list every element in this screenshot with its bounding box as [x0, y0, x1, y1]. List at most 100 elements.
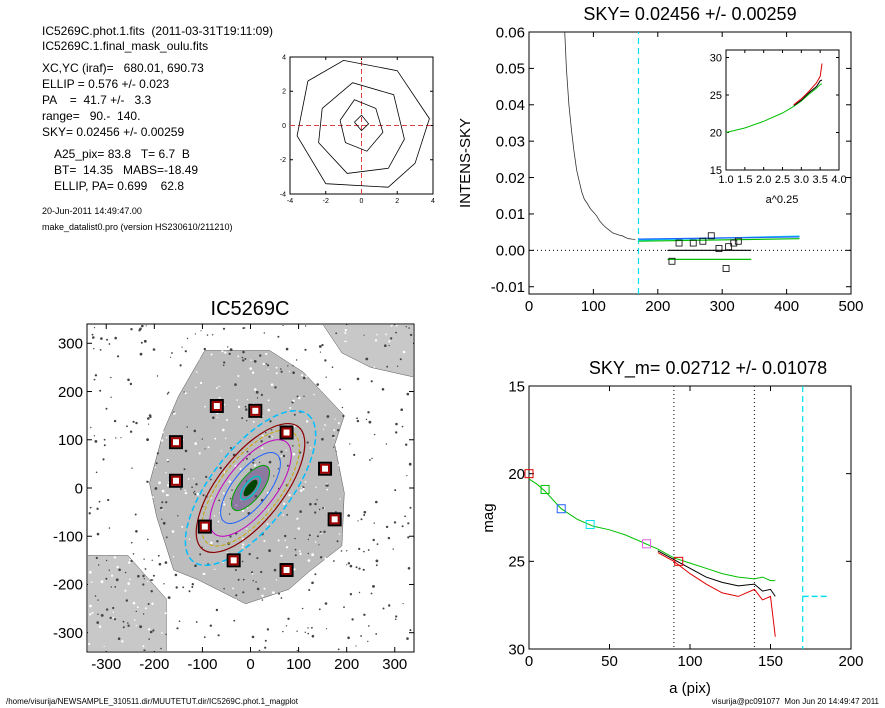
x-tick-label: -4 — [287, 198, 293, 205]
noise-speckle — [400, 408, 404, 412]
plot-frame — [725, 49, 840, 171]
isophote-ellipse — [209, 439, 292, 537]
noise-speckle — [265, 352, 268, 356]
noise-speckle — [188, 590, 191, 593]
intensity-profile-line — [564, 32, 636, 240]
noise-speckle — [318, 608, 321, 611]
noise-speckle — [101, 392, 104, 395]
x-tick-label: 100 — [286, 656, 311, 673]
noise-speckle — [407, 522, 410, 525]
y-tick-label: 0.06 — [496, 24, 525, 41]
noise-speckle — [150, 590, 153, 593]
noise-speckle — [315, 486, 317, 488]
noise-speckle — [216, 540, 219, 543]
noise-speckle — [194, 564, 197, 568]
noise-speckle — [249, 367, 252, 370]
noise-speckle — [147, 417, 150, 420]
noise-speckle — [111, 574, 114, 577]
noise-speckle — [95, 556, 98, 560]
noise-speckle — [373, 474, 376, 477]
noise-speckle — [273, 475, 275, 477]
noise-speckle — [201, 546, 203, 548]
noise-speckle — [294, 554, 297, 557]
noise-speckle — [228, 513, 231, 515]
noise-speckle — [96, 459, 98, 461]
noise-speckle — [251, 572, 254, 575]
noise-speckle — [88, 465, 91, 468]
noise-speckle — [337, 563, 341, 567]
noise-speckle — [197, 358, 200, 361]
noise-speckle — [368, 420, 372, 424]
noise-speckle — [173, 411, 175, 413]
noise-speckle — [164, 612, 167, 615]
noise-speckle — [170, 356, 172, 358]
noise-speckle — [103, 515, 107, 519]
noise-speckle — [377, 403, 380, 406]
noise-speckle — [251, 371, 255, 374]
noise-speckle — [127, 582, 130, 585]
noise-speckle — [199, 553, 202, 556]
noise-speckle — [363, 550, 365, 553]
noise-speckle — [341, 610, 344, 612]
noise-speckle — [202, 573, 204, 575]
noise-speckle — [219, 466, 222, 470]
noise-speckle — [163, 427, 165, 429]
noise-speckle — [148, 638, 150, 640]
noise-speckle — [259, 354, 262, 357]
noise-speckle — [395, 331, 397, 334]
noise-speckle — [399, 492, 401, 494]
noise-speckle — [161, 439, 164, 442]
noise-speckle — [292, 365, 294, 367]
noise-speckle — [203, 636, 206, 639]
noise-speckle — [126, 425, 128, 428]
noise-speckle — [114, 586, 117, 588]
noise-speckle — [335, 511, 337, 513]
noise-speckle — [153, 369, 156, 372]
noise-speckle — [89, 506, 92, 509]
x-tick-label: 150 — [758, 653, 783, 670]
noise-speckle — [318, 544, 320, 546]
noise-speckle — [107, 368, 110, 371]
noise-speckle — [210, 541, 213, 545]
noise-speckle — [274, 386, 277, 389]
noise-speckle — [244, 405, 247, 408]
noise-speckle — [388, 340, 391, 343]
noise-speckle — [95, 381, 98, 384]
noise-speckle — [356, 377, 360, 381]
noise-speckle — [149, 415, 152, 419]
noise-speckle — [127, 622, 129, 624]
noise-speckle — [102, 458, 105, 461]
noise-speckle — [365, 488, 368, 491]
noise-speckle — [282, 502, 286, 505]
noise-speckle — [88, 426, 90, 429]
noise-speckle — [302, 376, 306, 380]
noise-speckle — [371, 481, 374, 484]
noise-speckle — [228, 480, 231, 483]
noise-speckle — [242, 578, 245, 581]
noise-speckle — [398, 552, 401, 554]
sky-box-marker — [668, 257, 676, 265]
noise-speckle — [358, 547, 361, 551]
noise-speckle — [141, 325, 144, 328]
noise-speckle — [403, 431, 405, 433]
noise-speckle — [300, 326, 302, 329]
noise-speckle — [144, 455, 148, 458]
noise-speckle — [92, 336, 95, 339]
noise-speckle — [92, 385, 95, 388]
noise-speckle — [92, 408, 95, 411]
noise-speckle — [136, 335, 139, 337]
noise-speckle — [115, 363, 118, 366]
noise-speckle — [91, 333, 94, 336]
noise-speckle — [222, 492, 225, 495]
noise-speckle — [165, 536, 168, 539]
noise-speckle — [130, 328, 133, 331]
x-tick-label: 0 — [525, 653, 533, 670]
noise-speckle — [214, 568, 216, 571]
noise-speckle — [290, 646, 293, 650]
noise-speckle — [333, 560, 335, 562]
noise-speckle — [191, 594, 193, 597]
noise-speckle — [399, 522, 402, 525]
noise-speckle — [390, 427, 393, 430]
noise-speckle — [408, 462, 412, 466]
noise-speckle — [355, 566, 358, 569]
